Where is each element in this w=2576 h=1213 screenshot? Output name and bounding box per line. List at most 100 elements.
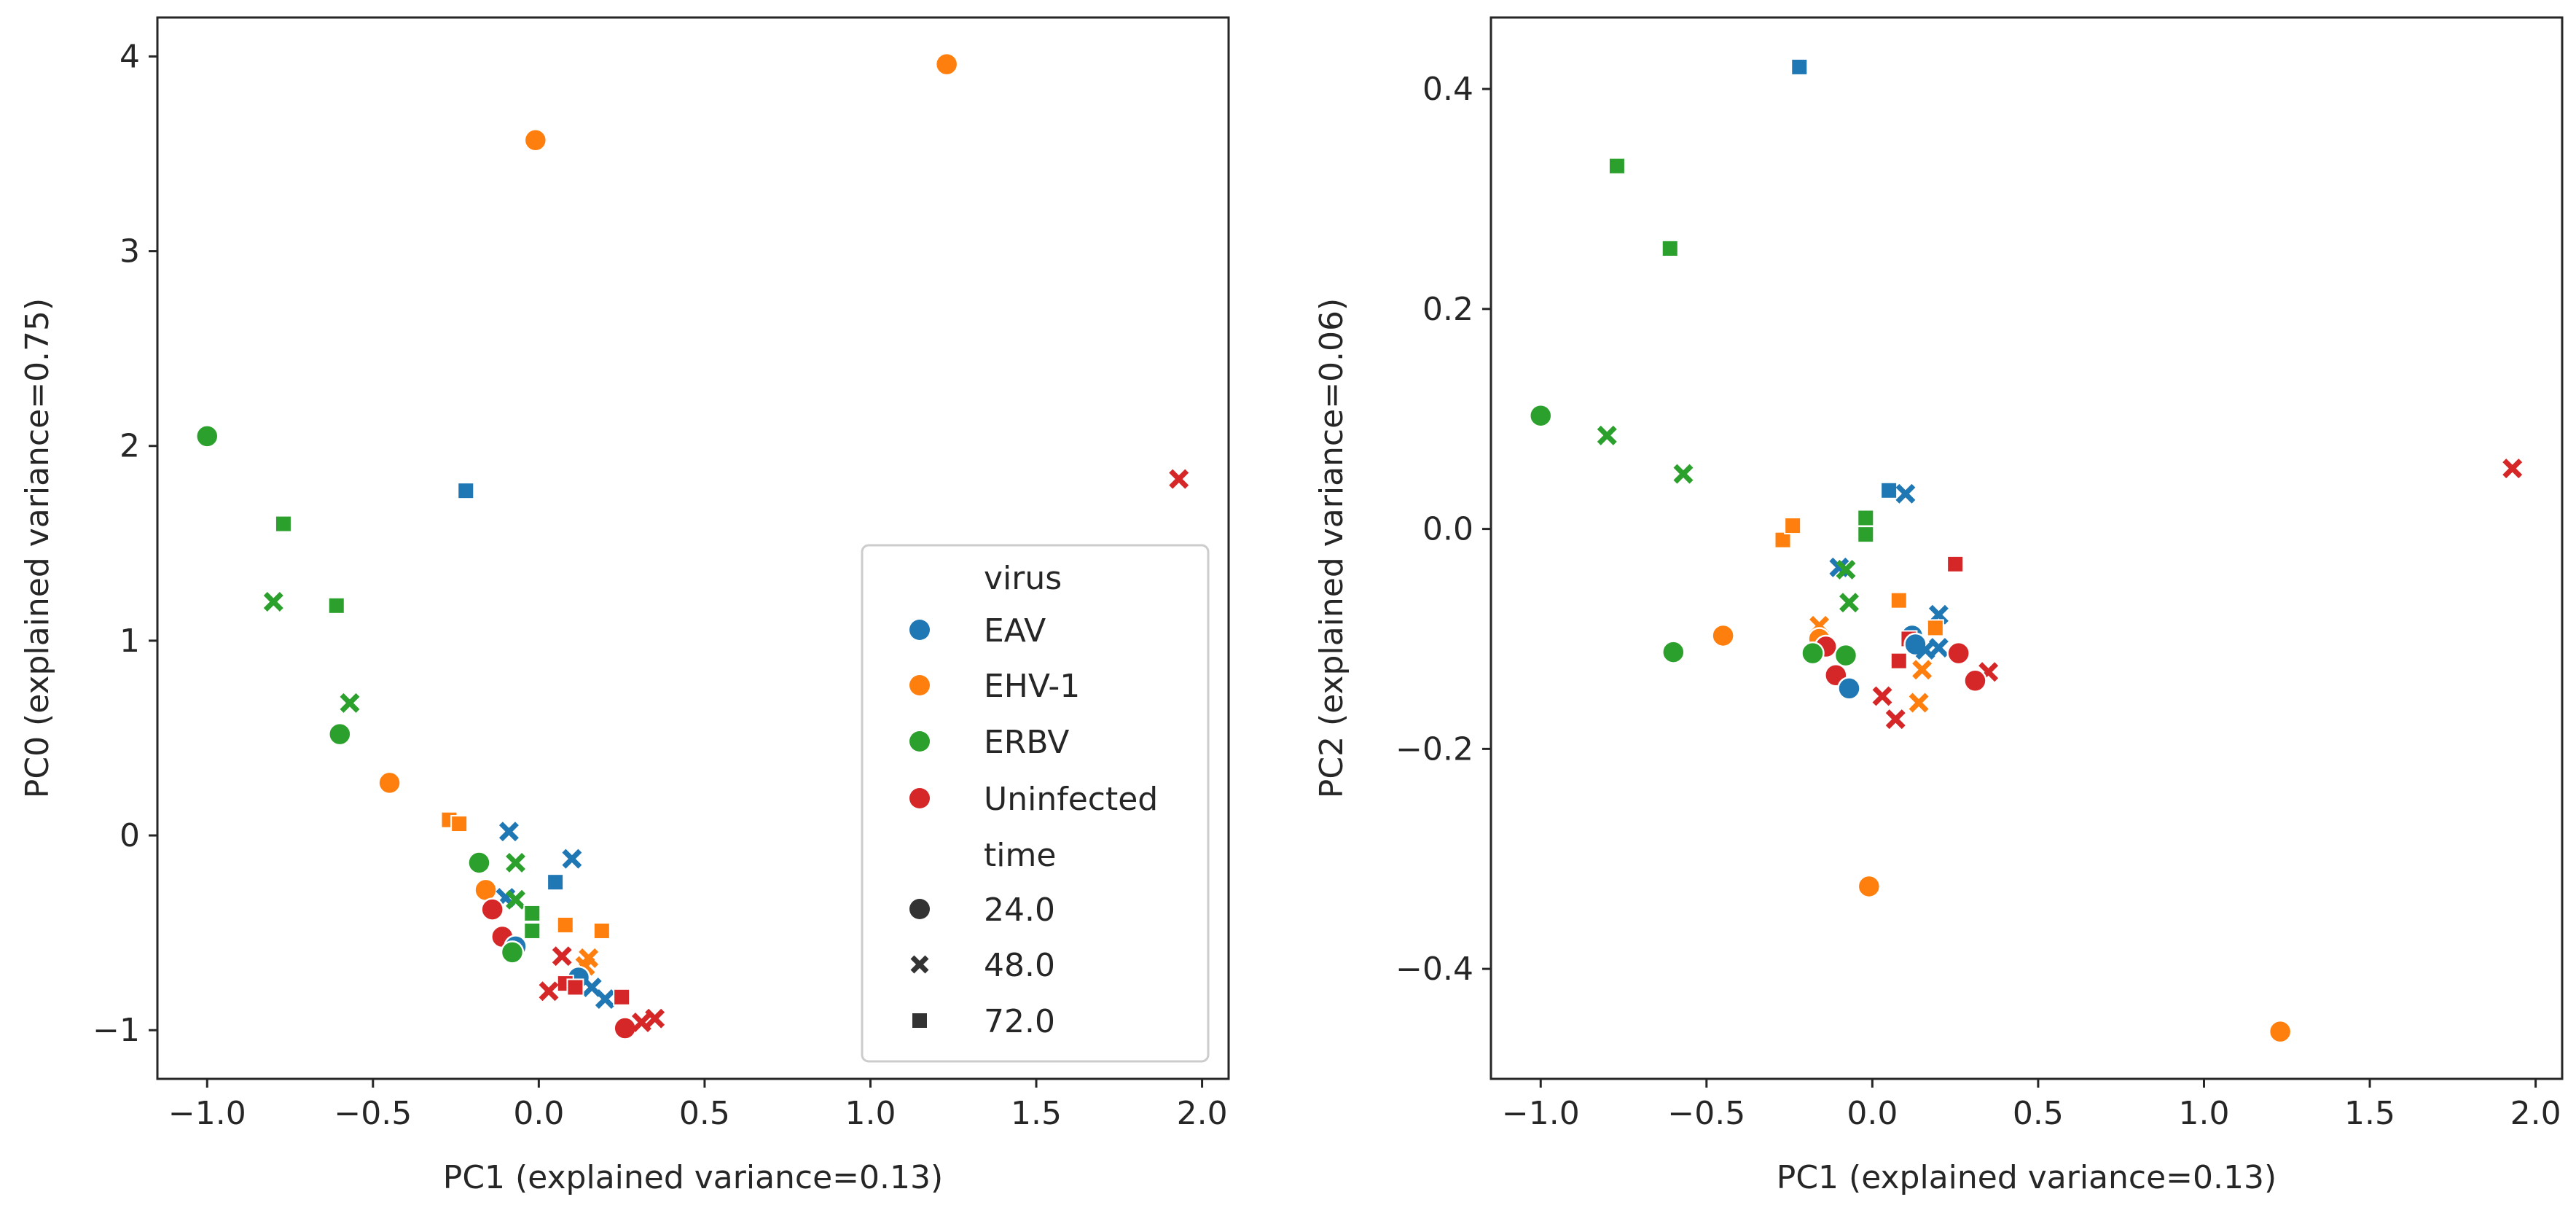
point-ehv1-72-0 xyxy=(1774,531,1792,549)
legend-marker-48 xyxy=(910,955,929,974)
right-x-tick-label: −0.5 xyxy=(1667,1095,1745,1132)
point-eav-48-0 xyxy=(562,849,582,869)
right-y-tick-label: −0.4 xyxy=(1395,951,1473,988)
point-erbv-72-0 xyxy=(327,596,345,615)
point-eav-72-0 xyxy=(1880,481,1898,499)
point-uninfected-72-0 xyxy=(566,978,584,996)
point-ehv1-24-0 xyxy=(1857,874,1882,899)
left-y-tick-label: 3 xyxy=(120,233,140,270)
point-ehv1-72-0 xyxy=(592,921,611,940)
point-uninfected-72-0 xyxy=(1946,555,1965,573)
point-ehv1-24-0 xyxy=(523,128,548,152)
point-erbv-48-0 xyxy=(263,591,283,612)
left-x-tick-label: 0.5 xyxy=(679,1095,730,1132)
right-x-tick-label: −1.0 xyxy=(1502,1095,1580,1132)
right-plot-frame xyxy=(1489,16,2564,1080)
point-eav-48-0 xyxy=(1928,638,1949,658)
right-y-axis-label: PC2 (explained variance=0.06) xyxy=(1313,298,1350,798)
left-x-tick-label: 2.0 xyxy=(1177,1095,1228,1132)
point-uninfected-48-0 xyxy=(631,1013,651,1032)
right-x-axis-label: PC1 (explained variance=0.13) xyxy=(1777,1159,2276,1196)
left-x-tick-label: −1.0 xyxy=(168,1095,246,1132)
point-ehv1-48-0 xyxy=(1908,693,1929,713)
point-erbv-48-0 xyxy=(1597,425,1617,445)
left-y-ticks: −1 0 1 2 3 4 xyxy=(93,38,157,1049)
point-ehv1-24-0 xyxy=(2268,1019,2293,1044)
point-erbv-48-0 xyxy=(506,889,525,910)
point-ehv1-24-0 xyxy=(934,52,959,77)
point-ehv1-72-0 xyxy=(1890,591,1908,609)
point-ehv1-48-0 xyxy=(1912,660,1933,680)
point-erbv-72-0 xyxy=(1857,526,1875,544)
right-x-tick-label: 0.5 xyxy=(2013,1095,2064,1132)
point-uninfected-48-0 xyxy=(1885,709,1906,730)
legend-box xyxy=(861,544,1210,1063)
point-ehv1-24-0 xyxy=(1711,623,1735,648)
point-erbv-24-0 xyxy=(1529,403,1553,428)
right-x-tick-label: 2.0 xyxy=(2510,1095,2561,1132)
point-erbv-24-0 xyxy=(195,424,219,448)
left-y-tick-label: 1 xyxy=(120,623,140,660)
point-erbv-48-0 xyxy=(340,693,360,713)
legend: virus EAV EHV-1 ERBV Uninfected time 24.… xyxy=(861,544,1210,1063)
point-ehv1-72-0 xyxy=(450,815,469,833)
left-y-tick-label: −1 xyxy=(93,1012,140,1049)
legend-marker-ehv1 xyxy=(909,675,930,695)
left-scatter-panel: −1.0 −0.5 0.0 0.5 1.0 1.5 2.0 −1 0 1 2 3 4 PC1 (exp… xyxy=(19,16,1230,1196)
point-uninfected-48-0 xyxy=(1169,469,1189,489)
left-x-tick-label: 0.0 xyxy=(513,1095,564,1132)
legend-marker-uninfected xyxy=(909,788,930,808)
point-eav-72-0 xyxy=(547,873,565,892)
legend-label-uninfected: Uninfected xyxy=(984,781,1158,818)
point-ehv1-72-0 xyxy=(556,916,574,934)
point-erbv-72-0 xyxy=(1608,157,1626,175)
point-eav-48-0 xyxy=(498,822,519,842)
right-y-tick-label: 0.2 xyxy=(1422,291,1473,328)
point-erbv-48-0 xyxy=(506,852,525,873)
legend-marker-24 xyxy=(909,899,930,919)
left-x-tick-label: 1.5 xyxy=(1011,1095,1062,1132)
point-eav-48-0 xyxy=(595,988,615,1009)
point-uninfected-48-0 xyxy=(539,981,559,1002)
legend-label-72: 72.0 xyxy=(984,1003,1055,1040)
point-uninfected-48-0 xyxy=(2502,459,2523,479)
legend-label-erbv: ERBV xyxy=(984,724,1069,761)
legend-marker-erbv xyxy=(909,731,930,752)
point-erbv-24-0 xyxy=(500,940,525,964)
point-eav-48-0 xyxy=(1895,483,1916,504)
point-erbv-72-0 xyxy=(523,904,541,922)
legend-label-48: 48.0 xyxy=(984,947,1055,984)
point-erbv-72-0 xyxy=(1661,239,1679,257)
point-erbv-72-0 xyxy=(274,515,292,533)
point-uninfected-48-0 xyxy=(552,946,572,967)
point-erbv-48-0 xyxy=(1673,464,1694,484)
point-ehv1-72-0 xyxy=(1784,517,1802,535)
right-y-ticks: −0.4 −0.2 0.0 0.2 0.4 xyxy=(1395,71,1491,988)
right-scatter-panel: −1.0 −0.5 0.0 0.5 1.0 1.5 2.0 −0.4 −0.2 0.0 0.2 0.… xyxy=(1313,16,2564,1196)
point-eav-72-0 xyxy=(1790,58,1809,76)
left-y-axis-label: PC0 (explained variance=0.75) xyxy=(19,298,56,798)
point-erbv-24-0 xyxy=(328,722,352,746)
left-x-tick-label: −0.5 xyxy=(334,1095,412,1132)
legend-marker-72 xyxy=(912,1013,927,1028)
legend-title-virus: virus xyxy=(984,560,1062,597)
point-ehv1-24-0 xyxy=(474,878,498,902)
point-erbv-24-0 xyxy=(1833,643,1858,668)
legend-label-eav: EAV xyxy=(984,612,1046,650)
right-points-layer xyxy=(1529,58,2523,1044)
legend-label-ehv1: EHV-1 xyxy=(984,668,1080,705)
point-uninfected-48-0 xyxy=(645,1008,665,1029)
right-x-ticks: −1.0 −0.5 0.0 0.5 1.0 1.5 2.0 xyxy=(1502,1079,2561,1132)
point-eav-72-0 xyxy=(457,482,475,500)
point-erbv-24-0 xyxy=(467,851,491,875)
left-plot-frame xyxy=(156,16,1230,1080)
right-y-tick-label: 0.0 xyxy=(1422,511,1473,548)
right-y-tick-label: 0.4 xyxy=(1422,71,1473,108)
legend-marker-eav xyxy=(909,620,930,640)
point-erbv-24-0 xyxy=(1661,640,1686,664)
point-uninfected-72-0 xyxy=(613,988,631,1006)
left-x-ticks: −1.0 −0.5 0.0 0.5 1.0 1.5 2.0 xyxy=(168,1079,1228,1132)
point-uninfected-24-0 xyxy=(1946,641,1970,666)
point-uninfected-24-0 xyxy=(1963,668,1987,693)
